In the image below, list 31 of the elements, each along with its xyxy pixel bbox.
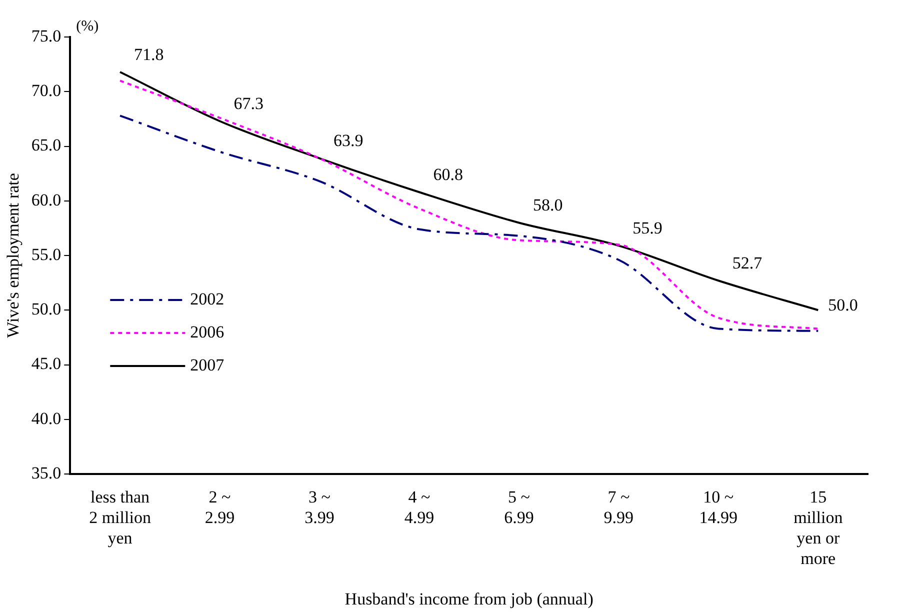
data-label: 50.0 xyxy=(828,296,858,315)
y-tick-label: 70.0 xyxy=(31,81,62,100)
x-tick-label: less than 2 million yen xyxy=(89,488,152,548)
text: (%) xyxy=(76,18,99,34)
legend-label: 2007 xyxy=(190,355,225,374)
data-label: 55.9 xyxy=(632,218,662,238)
x-axis-title: Husband's income from job (annual) xyxy=(344,589,594,608)
x-tick-label: 7 ~ 9.99 xyxy=(604,488,634,528)
y-tick-label: 60.0 xyxy=(31,190,62,210)
y-axis-title: Wive's employment rate xyxy=(4,173,23,338)
x-tick-label: 4 ~ 4.99 xyxy=(404,488,434,528)
y-tick-label: 40.0 xyxy=(31,408,62,428)
data-label: 63.9 xyxy=(333,131,364,150)
x-tick-label: 2 ~ 2.99 xyxy=(204,488,235,528)
y-tick-label: 55.0 xyxy=(31,244,62,264)
y-tick-label: 50.0 xyxy=(31,300,62,319)
data-label: 60.8 xyxy=(433,165,463,184)
x-tick-label: 3 ~ 3.99 xyxy=(304,488,334,528)
y-tick-label: 75.0 xyxy=(31,26,62,46)
x-tick-label: 5 ~ 6.99 xyxy=(504,488,534,528)
x-tick-label: 15 million yen or more xyxy=(794,488,844,568)
legend-label: 2006 xyxy=(190,322,224,342)
data-label: 67.3 xyxy=(234,94,264,114)
y-tick-label: 35.0 xyxy=(31,463,62,482)
legend-label: 2002 xyxy=(190,289,224,308)
data-label: 52.7 xyxy=(732,254,763,273)
x-tick-label: 10 ~ 14.99 xyxy=(699,488,738,528)
data-label: 71.8 xyxy=(134,44,164,64)
y-tick-label: 45.0 xyxy=(31,354,62,374)
y-tick-label: 65.0 xyxy=(31,136,62,155)
data-label: 58.0 xyxy=(532,196,563,215)
